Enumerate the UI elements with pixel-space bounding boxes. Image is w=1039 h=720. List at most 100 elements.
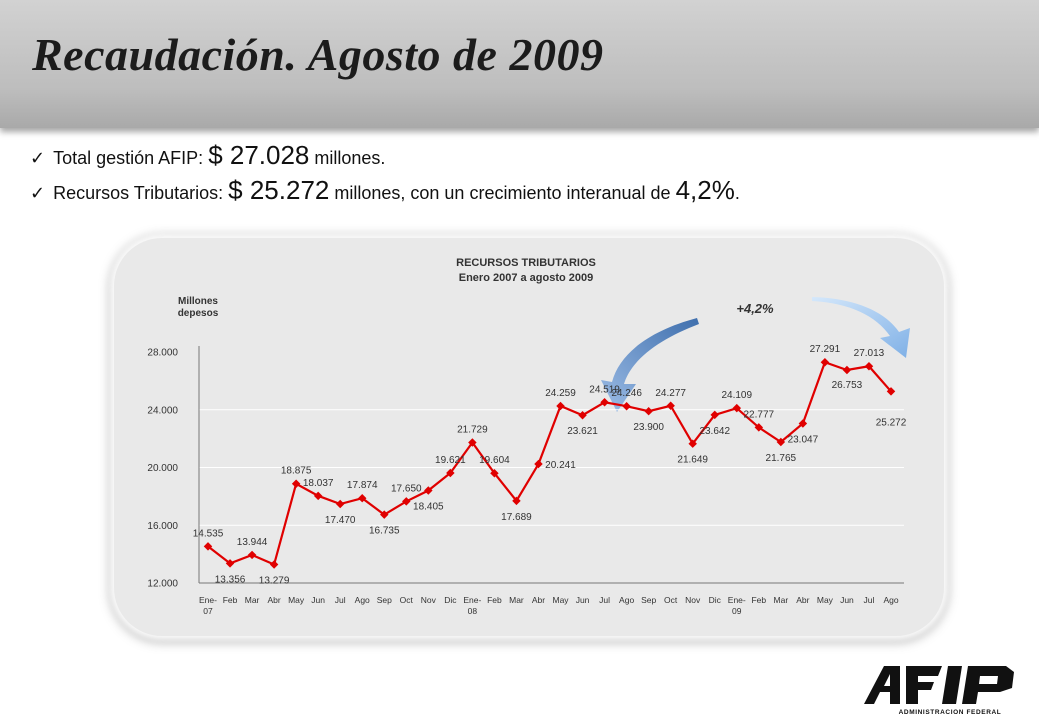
bullet-growth-value: 4,2%: [675, 175, 735, 205]
data-point: [468, 438, 477, 447]
data-point: [644, 406, 653, 416]
x-tick-label: 09: [732, 606, 742, 616]
chart-card: [114, 238, 944, 636]
data-point: [446, 468, 455, 478]
growth-arrow-right-icon: [812, 297, 910, 358]
chart-title: RECURSOS TRIBUTARIOS: [456, 257, 596, 269]
data-point: [820, 357, 830, 367]
data-point: [798, 419, 808, 428]
data-label: 19.604: [479, 455, 510, 466]
x-tick-label: Jun: [311, 595, 325, 605]
x-tick-label: May: [288, 595, 305, 605]
bullet-total-gestion: ✓ Total gestión AFIP: $ 27.028 millones.: [30, 140, 1020, 171]
x-tick-label: Mar: [774, 595, 789, 605]
data-label: 13.944: [237, 537, 268, 548]
data-label: 22.777: [744, 409, 775, 420]
data-point: [688, 439, 697, 448]
data-label: 17.470: [325, 515, 356, 526]
logo-subtitle: ADMINISTRACION FEDERAL: [899, 709, 1002, 716]
data-label: 20.241: [545, 460, 576, 471]
checkmark-icon: ✓: [30, 148, 46, 169]
x-tick-label: Jun: [576, 595, 590, 605]
x-tick-label: Abr: [796, 595, 809, 605]
data-point: [512, 496, 521, 506]
bullet-value: $ 27.028: [208, 140, 310, 170]
data-label: 26.753: [832, 380, 863, 391]
data-label: 17.689: [501, 512, 532, 523]
data-label: 25.272: [876, 417, 907, 428]
data-label: 23.900: [633, 422, 664, 433]
data-point: [490, 468, 499, 478]
data-point: [732, 403, 742, 413]
x-tick-label: Jul: [335, 595, 346, 605]
x-tick-label: Ene-: [199, 595, 217, 605]
bullet-list: ✓ Total gestión AFIP: $ 27.028 millones.…: [30, 140, 1020, 210]
data-label: 24.109: [721, 390, 752, 401]
x-tick-label: Jul: [599, 595, 610, 605]
x-tick-label: Ene-: [463, 595, 481, 605]
y-axis-label: Millones: [178, 296, 218, 307]
data-label: 14.535: [193, 528, 224, 539]
data-label: 16.735: [369, 526, 400, 537]
data-point: [842, 365, 852, 375]
bullet-period: .: [734, 183, 740, 203]
y-tick-label: 28.000: [147, 348, 178, 359]
x-tick-label: Jul: [864, 595, 875, 605]
data-point: [710, 410, 719, 420]
data-point: [402, 497, 411, 506]
data-label: 13.279: [259, 576, 290, 587]
x-tick-label: Oct: [664, 595, 678, 605]
header-bar: Recaudación. Agosto de 2009: [0, 0, 1039, 128]
data-label: 18.405: [413, 502, 444, 513]
x-tick-label: Feb: [487, 595, 502, 605]
data-point: [424, 486, 433, 495]
data-point: [534, 459, 543, 469]
data-label: 23.047: [788, 435, 819, 446]
y-tick-label: 16.000: [147, 521, 178, 532]
data-label: 17.874: [347, 480, 378, 491]
data-label: 19.621: [435, 455, 466, 466]
x-tick-label: Abr: [267, 595, 280, 605]
data-point: [622, 401, 631, 411]
x-tick-label: Sep: [641, 595, 656, 605]
x-tick-label: Feb: [223, 595, 238, 605]
x-tick-label: Sep: [377, 595, 392, 605]
data-label: 18.875: [281, 466, 312, 477]
data-point: [291, 479, 301, 488]
x-tick-label: Nov: [421, 595, 437, 605]
data-label: 21.649: [677, 455, 708, 466]
x-tick-label: Ago: [355, 595, 370, 605]
bullet-suffix: millones, con un crecimiento interanual …: [334, 183, 671, 203]
x-tick-label: Ene-: [728, 595, 746, 605]
data-point: [357, 493, 367, 503]
y-tick-label: 24.000: [147, 405, 178, 416]
afip-logo: ADMINISTRACION FEDERAL: [864, 666, 1014, 716]
x-tick-label: Oct: [400, 595, 414, 605]
x-tick-label: Nov: [685, 595, 701, 605]
x-tick-label: Feb: [751, 595, 766, 605]
x-tick-label: Jun: [840, 595, 854, 605]
x-tick-label: Abr: [532, 595, 545, 605]
data-point: [578, 410, 587, 420]
series-line: [207, 360, 892, 567]
y-tick-label: 12.000: [147, 579, 178, 590]
data-label: 24.519: [589, 384, 620, 395]
bullet-suffix: millones.: [314, 148, 386, 168]
chart-subtitle: Enero 2007 a agosto 2009: [459, 272, 594, 284]
data-point: [380, 510, 389, 519]
page-title: Recaudación. Agosto de 2009: [32, 29, 604, 80]
data-point: [864, 362, 874, 371]
bullet-recursos-tributarios: ✓ Recursos Tributarios: $ 25.272 millone…: [30, 175, 1020, 206]
data-label: 17.650: [391, 483, 422, 494]
x-tick-label: Mar: [245, 595, 260, 605]
data-label: 27.013: [854, 348, 885, 359]
data-label: 23.642: [699, 426, 730, 437]
data-point: [313, 491, 323, 501]
data-label: 23.621: [567, 426, 598, 437]
data-label: 21.765: [766, 453, 797, 464]
checkmark-icon: ✓: [30, 183, 46, 204]
y-tick-label: 20.000: [147, 463, 178, 474]
x-tick-label: 07: [203, 606, 213, 616]
x-tick-label: Dic: [444, 595, 457, 605]
growth-annotation: +4,2%: [736, 301, 774, 316]
